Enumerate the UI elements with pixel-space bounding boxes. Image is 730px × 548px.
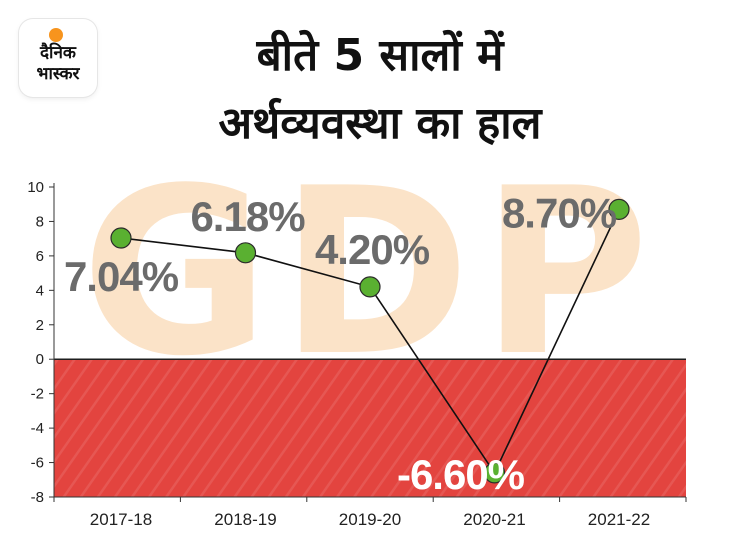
data-point: [359, 276, 381, 298]
x-tick-label: 2019-20: [339, 510, 401, 529]
y-tick-label: -4: [31, 420, 44, 437]
data-label: 6.18%: [190, 193, 305, 240]
chart-title-line1: बीते 5 सालों में: [256, 30, 504, 81]
logo-text: दैनिक भास्कर: [19, 43, 97, 85]
y-tick-label: 4: [36, 282, 44, 299]
x-tick-label: 2018-19: [214, 510, 276, 529]
x-tick-label: 2020-21: [463, 510, 525, 529]
x-tick-label: 2017-18: [90, 510, 152, 529]
y-tick-label: -2: [31, 386, 44, 403]
data-label: 4.20%: [315, 226, 430, 273]
data-label: 7.04%: [64, 253, 179, 300]
data-point: [483, 462, 506, 484]
data-label: -6.60%: [397, 451, 525, 498]
y-tick-label: 8: [36, 213, 44, 230]
brand-logo: दैनिक भास्कर: [19, 19, 97, 97]
data-point: [234, 242, 257, 264]
x-tick-label: 2021-22: [588, 510, 650, 529]
y-tick-label: 2: [36, 317, 44, 334]
logo-text-line1: दैनिक: [40, 43, 76, 63]
y-tick-label: 0: [36, 351, 44, 368]
y-tick-label: -6: [31, 455, 44, 472]
data-point: [110, 227, 132, 249]
negative-zone-hatch: [54, 359, 686, 497]
logo-text-line2: भास्कर: [36, 64, 80, 84]
chart-title-line2: अर्थव्यवस्था का हाल: [218, 98, 542, 149]
y-tick-label: -8: [31, 489, 44, 506]
y-tick-label: 6: [36, 248, 44, 265]
data-label: 8.70%: [502, 189, 617, 236]
sun-icon: [49, 28, 63, 42]
data-point: [608, 198, 630, 220]
y-tick-label: 10: [27, 179, 44, 196]
